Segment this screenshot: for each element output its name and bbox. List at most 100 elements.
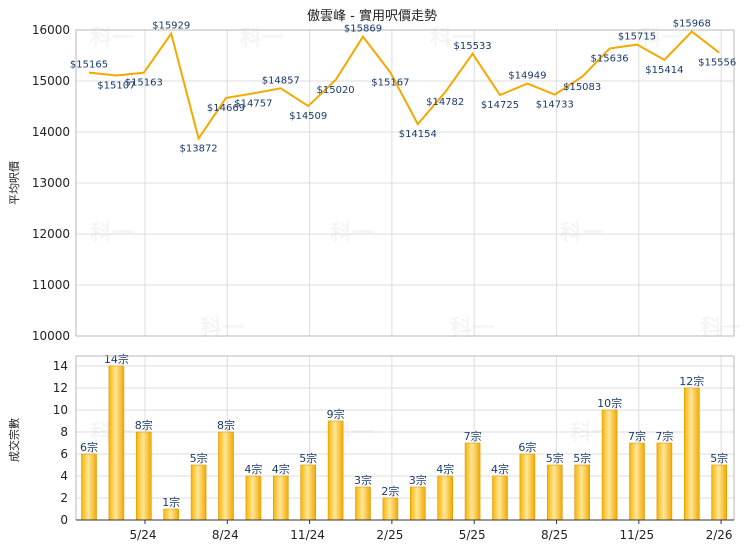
volume-y-tick-label: 2 — [60, 491, 68, 505]
watermark-text: 科一 — [200, 316, 244, 341]
volume-bar-label: 4宗 — [436, 462, 454, 476]
price-line — [88, 30, 720, 141]
chart-title: 傲雲峰 - 實用呎價走勢 — [307, 8, 437, 24]
price-panel-frame — [75, 29, 735, 337]
volume-bar-label: 5宗 — [710, 451, 728, 465]
volume-bar-label: 3宗 — [354, 473, 372, 487]
volume-bar — [711, 464, 728, 521]
price-point-label: $13872 — [180, 144, 218, 155]
price-point-label: $15636 — [591, 54, 629, 65]
volume-bar-label: 12宗 — [679, 374, 704, 388]
volume-bar — [574, 464, 591, 521]
price-point-label: $15869 — [344, 24, 382, 35]
volume-bar-label: 9宗 — [327, 407, 345, 421]
x-tick-label: 5/24 — [130, 528, 157, 542]
price-point-label: $15020 — [317, 85, 355, 96]
price-point-label: $14669 — [207, 103, 245, 114]
volume-bar — [437, 475, 454, 521]
volume-y-axis-label: 成交宗數 — [7, 418, 21, 462]
price-point-label: $15165 — [70, 60, 108, 71]
price-point-label: $15083 — [563, 82, 601, 93]
x-tick-label: 8/24 — [212, 528, 239, 542]
volume-bar — [382, 497, 399, 521]
price-point-label: $15533 — [454, 41, 492, 52]
price-y-axis-label: 平均呎價 — [7, 161, 21, 205]
volume-bar — [492, 475, 508, 521]
volume-bar — [218, 431, 234, 521]
price-point-label: $15929 — [152, 21, 190, 32]
volume-bar-label: 1宗 — [162, 495, 180, 509]
volume-bar-label: 5宗 — [190, 451, 208, 465]
x-tick-label: 8/25 — [541, 528, 568, 542]
volume-bar — [190, 464, 207, 521]
price-y-tick-label: 15000 — [32, 74, 70, 88]
volume-bar — [656, 442, 673, 521]
price-point-label: $14782 — [426, 97, 464, 108]
price-point-label: $14757 — [234, 98, 272, 109]
volume-bar-label: 4宗 — [272, 462, 290, 476]
price-point-label: $15414 — [645, 65, 683, 76]
volume-bar — [546, 464, 563, 521]
volume-bar — [81, 453, 97, 521]
volume-bar — [683, 387, 700, 521]
volume-y-tick-label: 0 — [60, 513, 68, 527]
volume-bar-label: 4宗 — [244, 462, 262, 476]
volume-bar-label: 7宗 — [628, 429, 646, 443]
price-point-label: $14733 — [536, 100, 574, 111]
volume-bar-label: 10宗 — [597, 396, 622, 410]
volume-bar — [409, 486, 426, 521]
volume-bar-label: 14宗 — [104, 352, 129, 366]
price-point-label: $14154 — [399, 129, 437, 140]
volume-bar-label: 4宗 — [491, 462, 509, 476]
volume-bar — [355, 486, 371, 521]
watermark-text: 科一 — [450, 316, 494, 341]
volume-bar-label: 7宗 — [464, 429, 482, 443]
volume-panel-grid — [76, 356, 734, 520]
volume-bar — [272, 475, 289, 521]
watermark-layer: 科一科一科一科一科一科一科一科一科一科一科一科一科一 — [90, 26, 740, 446]
volume-bar-label: 5宗 — [573, 451, 591, 465]
price-point-label: $15556 — [698, 58, 736, 69]
x-axis-tick-labels: 5/24 8/24 11/24 2/25 5/25 8/25 11/25 2/26 — [130, 520, 733, 542]
volume-bar-label: 5宗 — [546, 451, 564, 465]
price-data-labels: $15165$15107$15163$15929$13872$14669$147… — [70, 19, 736, 155]
price-point-label: $15968 — [673, 19, 711, 30]
price-point-label: $14857 — [262, 75, 300, 86]
volume-bar — [519, 453, 536, 521]
volume-y-tick-label: 6 — [60, 447, 68, 461]
volume-bar-label: 7宗 — [655, 429, 673, 443]
x-tick-label: 2/26 — [706, 528, 733, 542]
volume-bar — [629, 442, 645, 521]
volume-bar — [300, 464, 317, 521]
volume-y-tick-label: 14 — [53, 359, 68, 373]
price-point-label: $14725 — [481, 100, 519, 111]
volume-bar-label: 8宗 — [217, 418, 235, 432]
x-tick-label: 11/25 — [620, 528, 655, 542]
price-point-label: $15715 — [618, 32, 656, 43]
volume-bar-label: 3宗 — [409, 473, 427, 487]
x-tick-label: 2/25 — [376, 528, 403, 542]
price-point-label: $15167 — [371, 77, 409, 88]
price-point-label: $14949 — [508, 71, 546, 82]
volume-bar — [245, 475, 262, 521]
volume-bar — [163, 508, 179, 521]
price-y-tick-label: 16000 — [32, 23, 70, 37]
price-point-label: $15163 — [125, 78, 163, 89]
volume-bar — [601, 409, 618, 521]
volume-bars — [81, 365, 728, 521]
volume-y-axis: 0 2 4 6 8 10 12 14 — [53, 359, 68, 527]
volume-bar — [464, 442, 481, 521]
x-tick-label: 11/24 — [290, 528, 325, 542]
volume-y-tick-label: 10 — [53, 403, 68, 417]
price-panel-grid — [76, 29, 734, 337]
volume-bar — [108, 365, 125, 521]
volume-bar-label: 8宗 — [135, 418, 153, 432]
volume-y-tick-label: 8 — [60, 425, 68, 439]
price-y-tick-label: 12000 — [32, 227, 70, 241]
x-tick-label: 5/25 — [459, 528, 486, 542]
volume-bar-label: 5宗 — [299, 451, 317, 465]
price-y-axis: 10000 11000 12000 13000 14000 15000 16000 — [32, 23, 70, 343]
price-y-tick-label: 13000 — [32, 176, 70, 190]
volume-y-tick-label: 4 — [60, 469, 68, 483]
